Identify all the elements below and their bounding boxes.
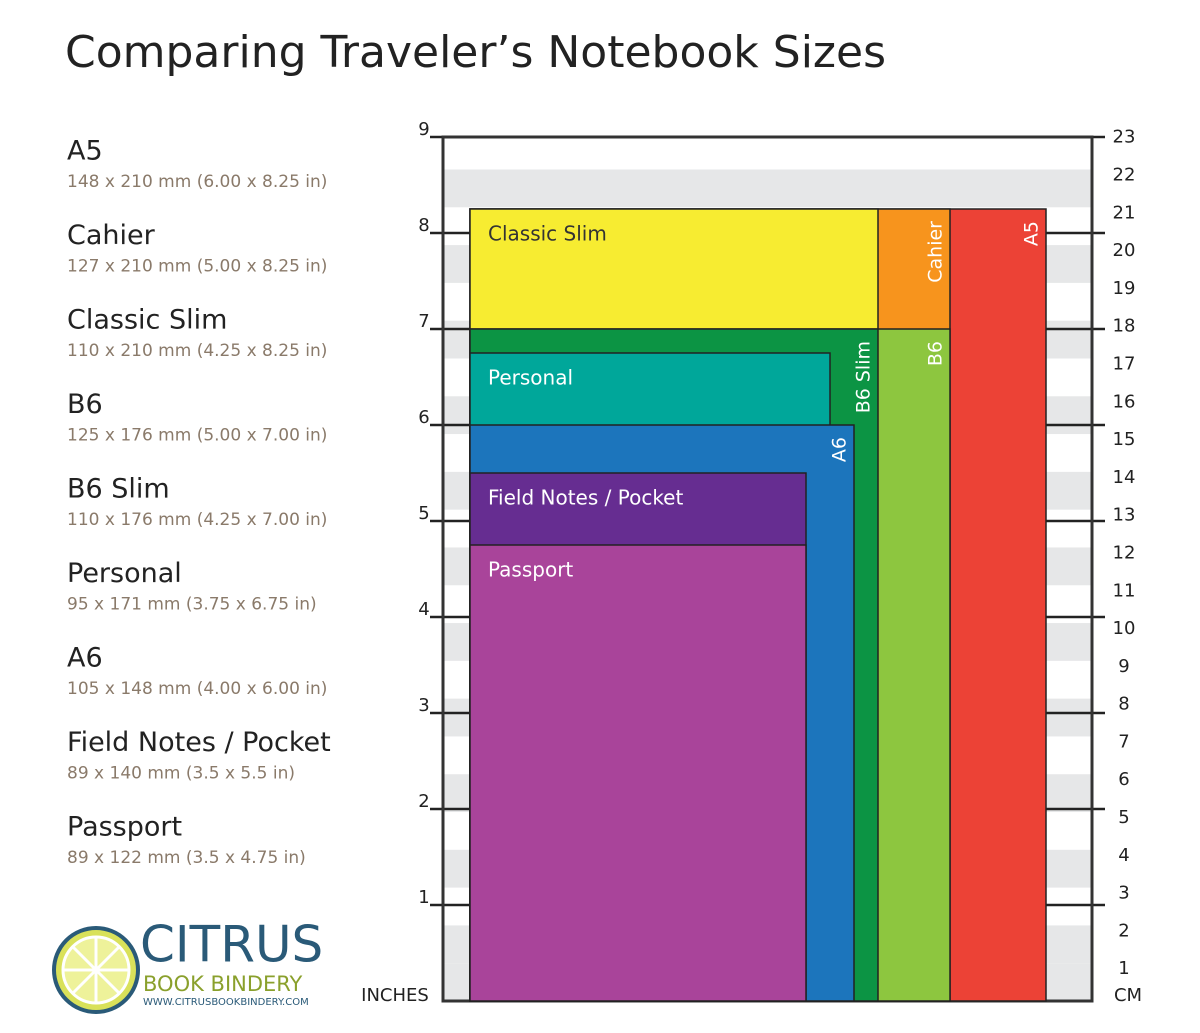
- size-spec: 125 x 176 mm (5.00 x 7.00 in): [67, 426, 327, 446]
- y2-tick-label: 12: [1113, 542, 1136, 563]
- y2-tick-label: 2: [1118, 920, 1129, 941]
- size-spec: 89 x 140 mm (3.5 x 5.5 in): [67, 764, 295, 784]
- logo-url: WWW.CITRUSBOOKBINDERY.COM: [143, 997, 309, 1008]
- y-tick-label: 3: [418, 695, 429, 716]
- size-name: B6 Slim: [67, 474, 170, 505]
- rect-label: Field Notes / Pocket: [488, 486, 683, 510]
- y-tick-label: 9: [418, 119, 429, 140]
- size-name: Personal: [67, 558, 182, 589]
- rect-label: Classic Slim: [488, 222, 607, 246]
- y2-tick-label: 10: [1113, 618, 1136, 639]
- size-spec: 89 x 122 mm (3.5 x 4.75 in): [67, 848, 306, 868]
- y2-tick-label: 11: [1113, 580, 1136, 601]
- y2-tick-label: 16: [1113, 391, 1136, 412]
- y2-tick-label: 9: [1118, 656, 1129, 677]
- notebook-rect: [469, 544, 807, 1002]
- cm-stripe: [443, 169, 1092, 208]
- y-tick-label: 8: [418, 215, 429, 236]
- plot: A5 Cahier Classic Slim B6 B6 Slim Personal A6 F…: [430, 135, 1105, 1003]
- rect-label: B6 Slim: [853, 341, 875, 413]
- y2-tick-label: 4: [1118, 845, 1129, 866]
- y2-tick-label: 1: [1118, 958, 1129, 979]
- size-name: A6: [67, 643, 103, 674]
- y2-tick-label: 22: [1113, 165, 1136, 186]
- logo-name: CITRUS: [140, 916, 323, 974]
- y-tick-label: 7: [418, 311, 429, 332]
- y-tick-label: 5: [418, 503, 429, 524]
- y2-tick-label: 5: [1118, 807, 1129, 828]
- size-name: Passport: [67, 812, 182, 843]
- size-spec: 110 x 210 mm (4.25 x 8.25 in): [67, 341, 327, 361]
- rect-label: Passport: [488, 558, 573, 582]
- y2-tick-label: 14: [1113, 467, 1136, 488]
- y-tick-label: 1: [418, 887, 429, 908]
- y2-tick-label: 13: [1113, 505, 1136, 526]
- size-name: B6: [67, 389, 103, 420]
- logo: CITRUS BOOK BINDERY WWW.CITRUSBOOKBINDER…: [52, 916, 323, 1014]
- y2-tick-label: 17: [1113, 353, 1136, 374]
- size-name: Field Notes / Pocket: [67, 727, 331, 758]
- y2-tick-label: 21: [1113, 202, 1136, 223]
- y2-tick-label: 23: [1113, 127, 1136, 148]
- y2-tick-label: 8: [1118, 694, 1129, 715]
- rect-label: Personal: [488, 366, 573, 390]
- y2-tick-label: 19: [1113, 278, 1136, 299]
- size-name: Cahier: [67, 220, 156, 251]
- x-label: INCHES: [361, 985, 429, 1006]
- y-tick-label: 4: [418, 599, 429, 620]
- y2-tick-label: 18: [1113, 316, 1136, 337]
- rect-label: A6: [829, 437, 851, 462]
- y-tick-label: 2: [418, 791, 429, 812]
- size-name: A5: [67, 136, 103, 167]
- y2-tick-label: 7: [1118, 731, 1129, 752]
- size-name: Classic Slim: [67, 305, 227, 336]
- y2-tick-label: 3: [1118, 883, 1129, 904]
- y2-tick-label: 20: [1113, 240, 1136, 261]
- logo-subtitle: BOOK BINDERY: [143, 972, 303, 996]
- y2-tick-label: 6: [1118, 769, 1129, 790]
- y-tick-label: 6: [418, 407, 429, 428]
- size-spec: 148 x 210 mm (6.00 x 8.25 in): [67, 172, 327, 192]
- size-spec: 95 x 171 mm (3.75 x 6.75 in): [67, 595, 317, 615]
- rect-label: B6: [925, 341, 947, 366]
- rect-label: A5: [1021, 221, 1043, 246]
- y2-tick-label: 15: [1113, 429, 1136, 450]
- size-spec: 110 x 176 mm (4.25 x 7.00 in): [67, 510, 327, 530]
- logo-segments: [63, 937, 129, 1003]
- rect-label: Cahier: [925, 221, 947, 283]
- size-spec: 105 x 148 mm (4.00 x 6.00 in): [67, 679, 327, 699]
- title: Comparing Traveler’s Notebook Sizes: [65, 27, 886, 78]
- size-spec: 127 x 210 mm (5.00 x 8.25 in): [67, 257, 327, 277]
- y2-label: CM: [1114, 985, 1142, 1006]
- size-list: A5 148 x 210 mm (6.00 x 8.25 in) Cahier 127…: [67, 136, 331, 869]
